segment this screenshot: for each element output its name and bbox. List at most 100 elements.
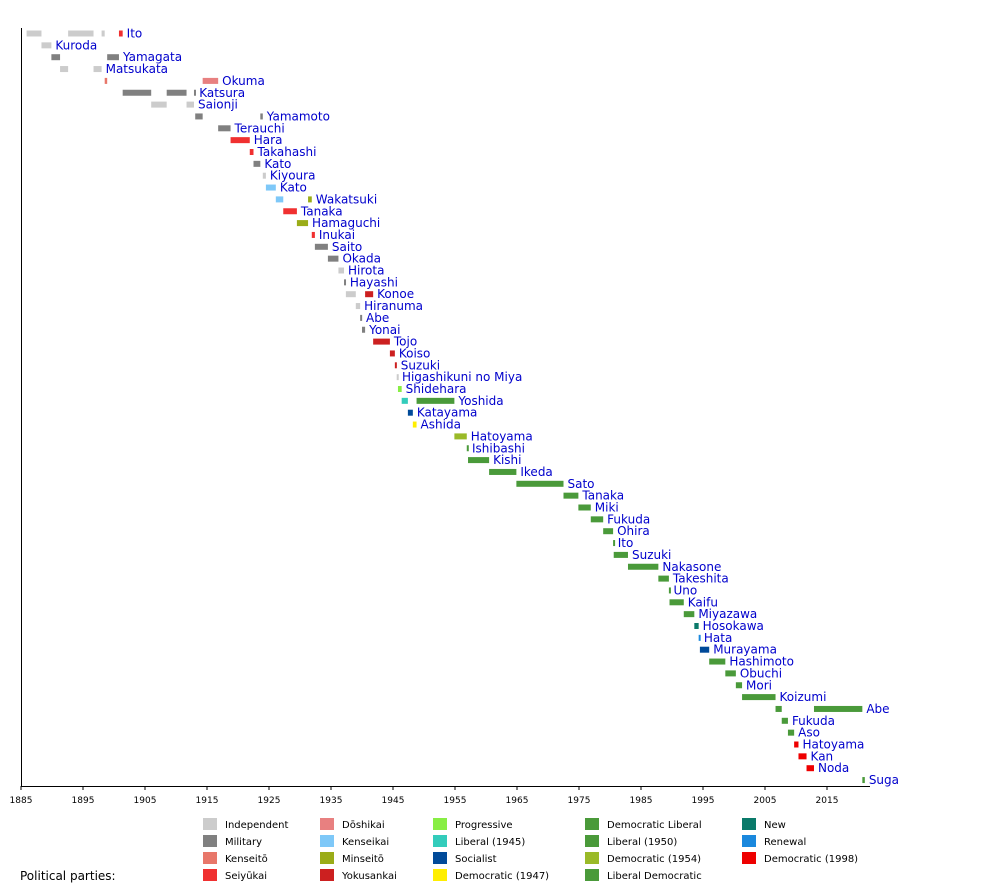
x-tick-label: 1975 <box>568 796 591 806</box>
pm-name-label: Higashikuni no Miya <box>402 370 522 384</box>
term-bar <box>26 30 42 37</box>
term-bar <box>394 362 397 369</box>
pm-name-label: Takahashi <box>257 145 317 159</box>
x-tick-label: 1935 <box>320 796 343 806</box>
term-bar <box>104 77 108 84</box>
pm-name-label: Tojo <box>393 335 417 349</box>
term-bar <box>407 409 413 416</box>
pm-name-label: Wakatsuki <box>316 192 377 206</box>
pm-name-label: Aso <box>798 726 820 740</box>
term-bar <box>60 66 69 73</box>
term-bar <box>296 220 309 227</box>
term-bar <box>193 89 196 96</box>
pm-name-label: Saito <box>332 240 362 254</box>
pm-name-label: Kan <box>811 749 834 763</box>
term-bar <box>275 196 284 203</box>
term-bar <box>516 480 564 487</box>
x-tick-label: 2015 <box>816 796 839 806</box>
x-tick-label: 1895 <box>72 796 95 806</box>
legend-swatch <box>433 869 447 881</box>
legend-swatch <box>585 818 599 830</box>
legend-label: Kenseikai <box>342 837 389 848</box>
term-bar <box>590 516 604 523</box>
term-bars <box>26 30 865 784</box>
term-bar <box>373 338 390 345</box>
term-bar <box>195 113 203 120</box>
legend-swatch <box>320 852 334 864</box>
legend-swatch <box>320 869 334 881</box>
term-bar <box>669 599 684 606</box>
legend-swatch <box>742 818 756 830</box>
pm-name-label: Fukuda <box>792 714 835 728</box>
legend-swatch <box>585 852 599 864</box>
legend-label: Democratic Liberal <box>607 820 702 831</box>
pm-name-label: Yonai <box>368 323 400 337</box>
legend-label: Kenseitō <box>225 854 268 865</box>
term-bar <box>365 291 374 298</box>
pm-name-label: Hatoyama <box>802 738 864 752</box>
legend-label: Independent <box>225 820 288 831</box>
pm-name-label: Hara <box>254 133 283 147</box>
term-bar <box>698 634 701 641</box>
pm-name-label: Kato <box>280 181 307 195</box>
legend-swatch <box>433 852 447 864</box>
pm-name-label: Konoe <box>377 287 414 301</box>
term-bar <box>389 350 395 357</box>
legend-label: Democratic (1954) <box>607 854 701 865</box>
legend-label: Renewal <box>764 837 806 848</box>
legend-swatch <box>585 835 599 847</box>
term-bar <box>781 717 788 724</box>
pm-name-label: Kishi <box>493 453 521 467</box>
pm-name-label: Okuma <box>222 74 265 88</box>
pm-name-label: Hatoyama <box>471 429 533 443</box>
term-bar <box>813 705 863 712</box>
pm-name-label: Abe <box>366 311 389 325</box>
term-bar <box>742 694 776 701</box>
pm-name-label: Koizumi <box>780 690 827 704</box>
legend-swatch <box>433 818 447 830</box>
term-bar <box>613 551 628 558</box>
pm-name-label: Hashimoto <box>729 655 794 669</box>
x-tick-label: 1995 <box>692 796 715 806</box>
x-tick-label: 1965 <box>506 796 529 806</box>
legend-title: Political parties: <box>20 869 116 883</box>
legend-swatch <box>203 852 217 864</box>
term-bar <box>230 137 250 144</box>
term-bar <box>613 540 616 547</box>
pm-name-label: Okada <box>342 252 381 266</box>
pm-name-label: Hirota <box>348 264 384 278</box>
term-bar <box>454 433 467 440</box>
pm-name-label: Katsura <box>199 86 245 100</box>
pm-name-label: Miyazawa <box>698 607 757 621</box>
legend-swatch <box>203 835 217 847</box>
pm-name-label: Kiyoura <box>270 169 316 183</box>
term-bar <box>122 89 152 96</box>
pm-name-label: Ikeda <box>520 465 552 479</box>
x-tick-label: 2005 <box>754 796 777 806</box>
term-bar <box>709 658 726 665</box>
term-bar <box>51 54 61 61</box>
term-bar <box>798 753 807 760</box>
term-bar <box>806 765 814 772</box>
x-tick-label: 1915 <box>196 796 219 806</box>
pm-name-label: Tanaka <box>300 204 343 218</box>
pm-name-label: Miki <box>595 501 619 515</box>
pm-name-label: Obuchi <box>740 666 782 680</box>
x-tick-label: 1955 <box>444 796 467 806</box>
pm-name-label: Ito <box>127 27 143 41</box>
term-bar <box>489 468 517 475</box>
pm-name-label: Kuroda <box>55 38 97 52</box>
term-bar <box>265 184 276 191</box>
term-bar <box>107 54 119 61</box>
legend-label: Minseitō <box>342 854 384 865</box>
legend-swatch <box>742 835 756 847</box>
term-bar <box>260 113 263 120</box>
legend: Political parties: Independent Military Ke… <box>20 818 858 883</box>
legend-label: Military <box>225 837 262 848</box>
term-bar <box>166 89 187 96</box>
term-bar <box>311 231 315 238</box>
legend-label: Yokusankai <box>341 871 397 882</box>
legend-swatch <box>203 818 217 830</box>
pm-name-label: Nakasone <box>662 560 721 574</box>
legend-swatch <box>320 835 334 847</box>
